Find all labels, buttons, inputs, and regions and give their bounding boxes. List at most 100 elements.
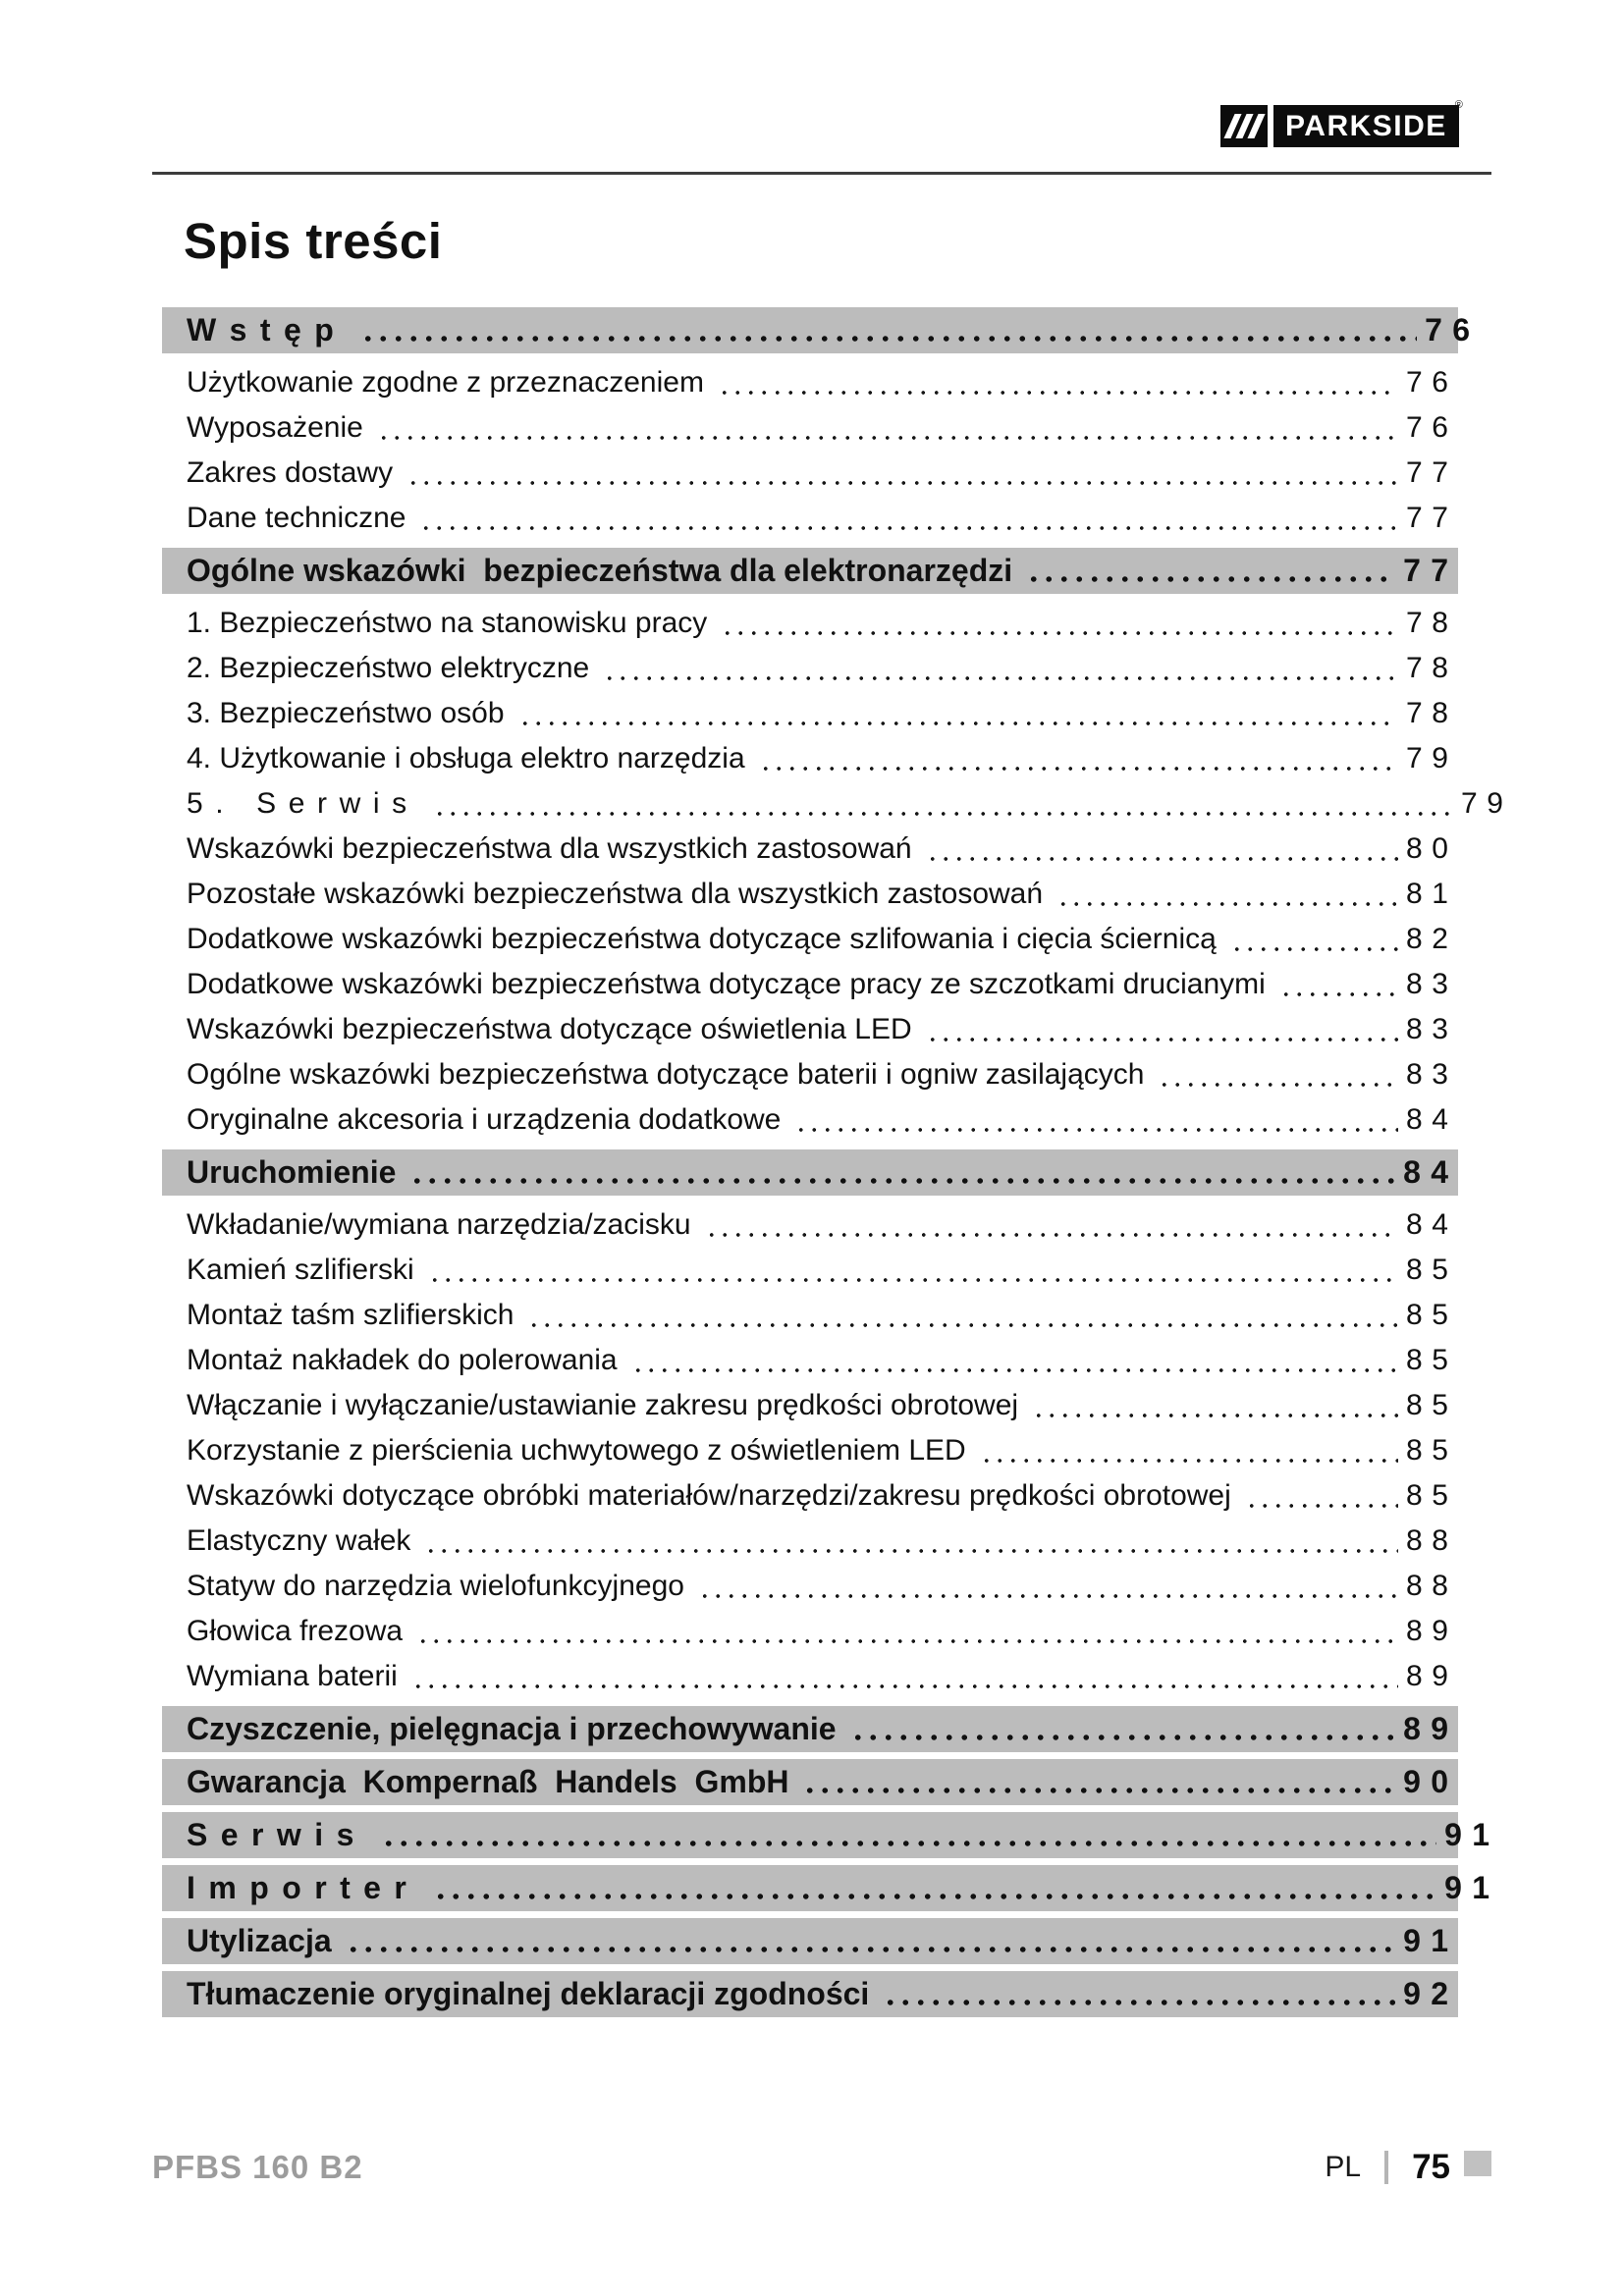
toc-entry-page-number: 84	[1406, 1103, 1458, 1136]
toc-entry-label: Ogólne wskazówki bezpieczeństwa dla elek…	[187, 553, 1013, 588]
logo-wordmark: PARKSIDE	[1285, 109, 1447, 142]
toc-row: Montaż nakładek do polerowania 85	[162, 1338, 1458, 1383]
dot-leader	[1056, 901, 1399, 907]
toc-entry-label: Statyw do narzędzia wielofunkcyjnego	[187, 1570, 684, 1602]
toc-entry-page-number: 79	[1406, 742, 1458, 774]
dot-leader	[603, 675, 1399, 681]
dot-leader	[427, 1277, 1399, 1283]
toc-entry-label: Importer	[187, 1870, 420, 1905]
toc-row: Ogólne wskazówki bezpieczeństwa dotycząc…	[162, 1052, 1458, 1097]
toc-entry-page-number: 76	[1425, 312, 1481, 347]
toc-row: 5. Serwis 79	[162, 781, 1503, 827]
dot-leader	[630, 1367, 1399, 1373]
toc-entry-label: Korzystanie z pierścienia uchwytowego z …	[187, 1434, 966, 1467]
toc-row: Wkładanie/wymiana narzędzia/zacisku 84	[162, 1202, 1458, 1248]
toc-entry-page-number: 85	[1406, 1479, 1458, 1512]
dot-leader	[1278, 991, 1399, 997]
toc-row: Gwarancja Kompernaß Handels GmbH 90	[162, 1759, 1458, 1805]
dot-leader	[409, 1177, 1396, 1185]
toc-entry-page-number: 85	[1406, 1344, 1458, 1376]
footer-separator	[1384, 2151, 1389, 2184]
toc-row: Tłumaczenie oryginalnej deklaracji zgodn…	[162, 1971, 1458, 2017]
toc-entry-label: 5. Serwis	[187, 787, 419, 820]
logo-wordmark-box: PARKSIDE ®	[1273, 99, 1463, 147]
parkside-logo: PARKSIDE ®	[1220, 99, 1463, 147]
dot-leader	[802, 1787, 1396, 1794]
toc-entry-page-number: 77	[1406, 456, 1458, 489]
toc-row: Wskazówki bezpieczeństwa dotyczące oświe…	[162, 1007, 1458, 1052]
toc-entry-page-number: 76	[1406, 411, 1458, 444]
toc-entry-page-number: 85	[1406, 1434, 1458, 1467]
toc-entry-page-number: 83	[1406, 1013, 1458, 1045]
toc-entry-page-number: 88	[1406, 1524, 1458, 1557]
dot-leader	[697, 1593, 1399, 1599]
dot-leader	[1032, 1413, 1399, 1418]
toc-entry-page-number: 84	[1403, 1154, 1459, 1190]
toc-row: Włączanie i wyłączanie/ustawianie zakres…	[162, 1383, 1458, 1428]
toc-entry-page-number: 88	[1406, 1570, 1458, 1602]
toc-row: Oryginalne akcesoria i urządzenia dodatk…	[162, 1097, 1458, 1143]
toc-row: Wyposażenie 76	[162, 405, 1458, 451]
dot-leader	[410, 1683, 1399, 1689]
toc-entry-page-number: 89	[1406, 1660, 1458, 1692]
toc-entry-page-number: 78	[1406, 607, 1458, 639]
toc-row: Pozostałe wskazówki bezpieczeństwa dla w…	[162, 872, 1458, 917]
registered-trademark-icon: ®	[1454, 99, 1463, 111]
toc-entry-label: Tłumaczenie oryginalnej deklaracji zgodn…	[187, 1976, 870, 2011]
toc-entry-label: 1. Bezpieczeństwo na stanowisku pracy	[187, 607, 708, 639]
dot-leader	[424, 1548, 1399, 1554]
toc-row: Użytkowanie zgodne z przeznaczeniem 76	[162, 360, 1458, 405]
dot-leader	[758, 766, 1399, 772]
toc-row: Korzystanie z pierścienia uchwytowego z …	[162, 1428, 1458, 1473]
dot-leader	[721, 630, 1399, 636]
toc-row: Ogólne wskazówki bezpieczeństwa dla elek…	[162, 548, 1458, 594]
toc-entry-page-number: 80	[1406, 832, 1458, 865]
toc-entry-label: 2. Bezpieczeństwo elektryczne	[187, 652, 590, 684]
page-footer: PFBS 160 B2 PL 75	[152, 2148, 1491, 2187]
toc-entry-page-number: 84	[1406, 1208, 1458, 1241]
toc-entry-page-number: 89	[1403, 1711, 1459, 1746]
toc-entry-page-number: 91	[1444, 1817, 1500, 1852]
dot-leader	[517, 721, 1399, 726]
toc-entry-label: Wyposażenie	[187, 411, 363, 444]
toc-entry-page-number: 85	[1406, 1389, 1458, 1421]
dot-leader	[849, 1734, 1396, 1741]
toc-list: Wstęp 76 Użytkowanie zgodne z przeznacze…	[162, 300, 1503, 2024]
toc-entry-label: Dodatkowe wskazówki bezpieczeństwa dotyc…	[187, 968, 1266, 1000]
toc-entry-page-number: 78	[1406, 652, 1458, 684]
toc-row: Zakres dostawy 77	[162, 451, 1458, 496]
page-number: 75	[1412, 2148, 1450, 2186]
dot-leader	[433, 1893, 1437, 1900]
toc-entry-label: Czyszczenie, pielęgnacja i przechowywani…	[187, 1711, 837, 1746]
toc-row: Wymiana baterii 89	[162, 1654, 1458, 1699]
logo-slashes-icon	[1220, 105, 1268, 147]
toc-entry-page-number: 77	[1403, 553, 1459, 588]
language-code: PL	[1325, 2151, 1362, 2183]
toc-entry-page-number: 85	[1406, 1299, 1458, 1331]
dot-leader	[406, 480, 1399, 486]
toc-entry-label: 3. Bezpieczeństwo osób	[187, 697, 505, 729]
toc-entry-page-number: 90	[1403, 1764, 1459, 1799]
toc-entry-label: Elastyczny wałek	[187, 1524, 411, 1557]
toc-row: Dodatkowe wskazówki bezpieczeństwa dotyc…	[162, 962, 1458, 1007]
toc-entry-label: Głowica frezowa	[187, 1615, 404, 1647]
page-title: Spis treści	[184, 213, 443, 269]
toc-entry-label: Wskazówki bezpieczeństwa dotyczące oświe…	[187, 1013, 912, 1045]
header-divider	[152, 172, 1491, 175]
dot-leader	[345, 1946, 1396, 1953]
toc-entry-page-number: 76	[1406, 366, 1458, 399]
footer-corner-mark	[1464, 2151, 1491, 2176]
toc-entry-page-number: 79	[1461, 787, 1513, 820]
dot-leader	[527, 1322, 1399, 1328]
toc-row: Wskazówki bezpieczeństwa dla wszystkich …	[162, 827, 1458, 872]
dot-leader	[925, 1037, 1399, 1042]
toc-entry-page-number: 92	[1403, 1976, 1459, 2011]
toc-entry-page-number: 91	[1403, 1923, 1459, 1958]
toc-entry-label: Uruchomienie	[187, 1154, 397, 1190]
toc-row: Głowica frezowa 89	[162, 1609, 1458, 1654]
toc-row: Utylizacja 91	[162, 1918, 1458, 1964]
toc-row: Importer 91	[162, 1865, 1489, 1911]
dot-leader	[794, 1127, 1399, 1133]
toc-row: 1. Bezpieczeństwo na stanowisku pracy 78	[162, 601, 1458, 646]
